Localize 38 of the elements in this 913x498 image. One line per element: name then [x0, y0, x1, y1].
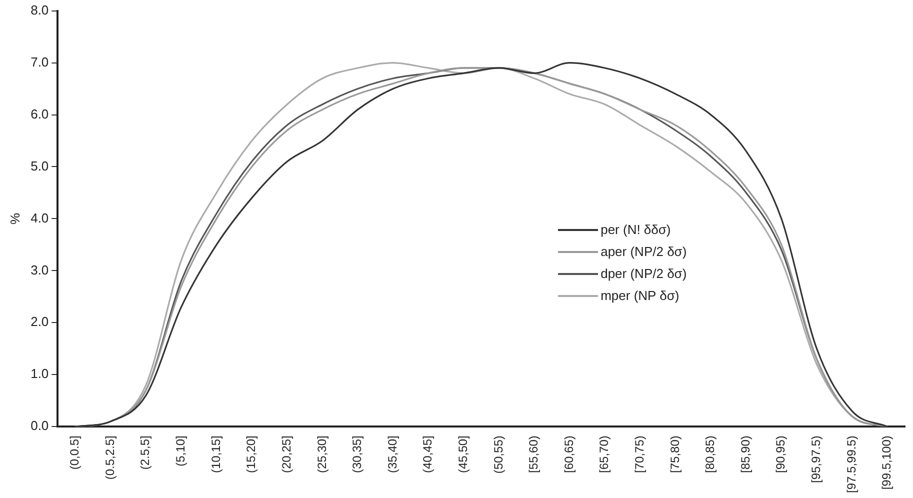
x-tick-label: (15,20] — [244, 436, 258, 473]
x-tick-label: [60,65) — [562, 436, 576, 473]
y-axis-title: % — [7, 212, 22, 224]
x-tick-label: (50,55) — [491, 436, 506, 474]
y-tick-label: 2.0 — [30, 314, 49, 330]
x-tick-label: (0,0.5] — [68, 436, 82, 470]
y-tick-label: 5.0 — [30, 158, 49, 174]
legend-label: per (N! δδσ) — [600, 222, 671, 238]
x-tick-label: (10,15] — [208, 436, 223, 473]
y-tick-label: 7.0 — [30, 54, 49, 70]
y-tick-label: 4.0 — [30, 210, 49, 226]
x-tick-label: (40,45] — [420, 436, 435, 473]
y-tick-label: 1.0 — [30, 366, 49, 382]
x-tick-label: (0.5,2.5] — [102, 436, 117, 480]
x-tick-label: (25,30] — [314, 436, 329, 473]
y-tick-label: 3.0 — [30, 262, 49, 278]
x-tick-label: (30,35] — [350, 436, 364, 473]
x-tick-label: (20,25] — [279, 436, 294, 473]
x-tick-label: (35,40] — [385, 436, 400, 473]
x-tick-label: [55,60) — [526, 436, 541, 473]
x-tick-label: (45,50] — [456, 436, 470, 473]
x-tick-label: [85,90) — [738, 436, 752, 473]
x-tick-label: [95,97.5) — [809, 436, 824, 483]
y-tick-label: 0.0 — [30, 418, 49, 434]
legend-label: dper (NP/2 δσ) — [600, 266, 687, 282]
x-tick-label: [70,75) — [632, 436, 647, 473]
x-tick-label: [97.5,99.5) — [844, 436, 858, 493]
x-tick-label: (5,10] — [174, 436, 188, 466]
x-tick-label: [65,70) — [597, 436, 612, 473]
x-tick-label: [99.5,100) — [880, 436, 894, 490]
y-tick-label: 6.0 — [30, 106, 49, 122]
x-tick-label: [90,95) — [774, 436, 788, 473]
y-tick-label: 8.0 — [30, 2, 49, 18]
legend-label: aper (NP/2 δσ) — [600, 244, 687, 260]
x-tick-label: [80,85) — [703, 436, 718, 473]
legend-label: mper (NP δσ) — [600, 288, 680, 304]
x-tick-label: [75,80) — [668, 436, 682, 473]
x-tick-label: (2.5,5] — [138, 436, 152, 470]
